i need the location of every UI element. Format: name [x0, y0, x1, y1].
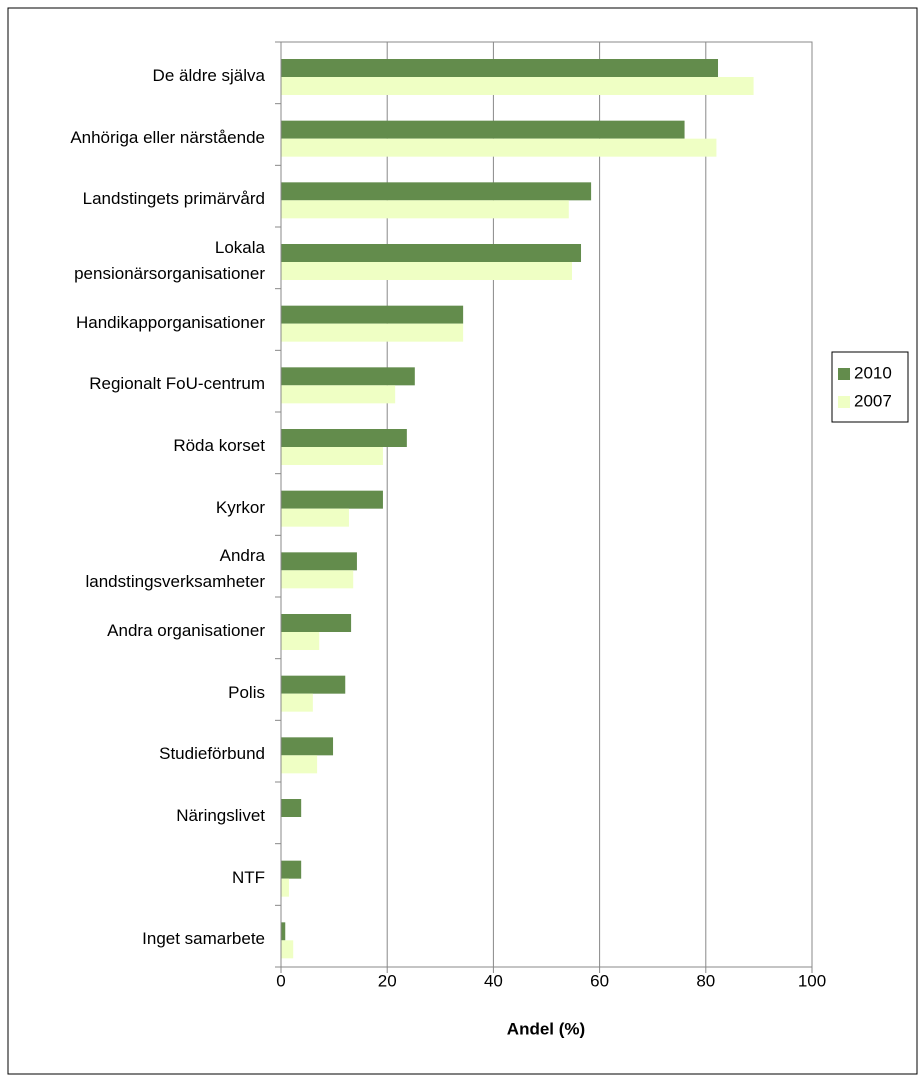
y-tick-label: Polis: [228, 682, 265, 702]
bar: [281, 385, 396, 404]
bar: [281, 59, 719, 77]
y-tick-label: Studieförbund: [159, 744, 265, 764]
bar: [281, 799, 302, 817]
bar: [281, 693, 313, 712]
bar: [281, 922, 286, 941]
bar: [281, 940, 294, 959]
bar: [281, 323, 464, 342]
bar: [281, 508, 349, 527]
y-tick-label: Regionalt FoU-centrum: [89, 374, 265, 394]
bar: [281, 367, 415, 386]
y-tick-label: Andra organisationer: [107, 620, 265, 640]
bar: [281, 632, 320, 650]
bar: [281, 200, 569, 219]
bar: [281, 262, 572, 280]
x-tick-label: 20: [378, 971, 397, 990]
legend-swatch: [838, 368, 850, 380]
y-tick-label: Anhöriga eller närstående: [70, 127, 265, 147]
bar: [281, 182, 592, 201]
bar: [281, 755, 318, 774]
bar: [281, 860, 302, 879]
x-tick-label: 60: [590, 971, 609, 990]
legend-box: [831, 351, 909, 423]
y-tick-label: Andra landstingsverksamheter: [85, 546, 265, 592]
x-tick-label: 40: [484, 971, 503, 990]
legend-label: 2007: [854, 391, 892, 410]
bar: [281, 490, 383, 509]
bar: [281, 120, 685, 139]
bar: [281, 675, 346, 694]
y-tick-label: Inget samarbete: [142, 929, 265, 949]
x-tick-label: 0: [276, 971, 285, 990]
y-tick-label: Röda korset: [173, 435, 265, 455]
bar: [281, 570, 354, 589]
bar: [281, 77, 754, 95]
y-tick-label: Handikapporganisationer: [75, 312, 265, 332]
bar: [281, 878, 289, 897]
chart-frame: [7, 7, 918, 1075]
y-tick-label: De äldre själva: [152, 65, 265, 85]
bar: [281, 614, 352, 632]
legend-label: 2010: [854, 363, 892, 382]
x-tick-label: 100: [798, 971, 826, 990]
x-axis-title: Andel (%): [507, 1019, 585, 1038]
y-tick-label: Kyrkor: [215, 497, 265, 517]
x-tick-label: 80: [696, 971, 715, 990]
bar: [281, 737, 334, 756]
bar: [281, 138, 717, 157]
y-tick-label: Lokala pensionärsorganisationer: [74, 237, 265, 283]
bar: [281, 244, 582, 262]
y-tick-label: Landstingets primärvård: [82, 189, 265, 209]
y-tick-label: NTF: [231, 867, 265, 887]
bar: [281, 429, 407, 447]
bar: [281, 552, 357, 571]
legend-swatch: [838, 396, 850, 408]
bar: [281, 305, 464, 324]
y-tick-label: Näringslivet: [176, 805, 265, 825]
bar: [281, 447, 383, 465]
